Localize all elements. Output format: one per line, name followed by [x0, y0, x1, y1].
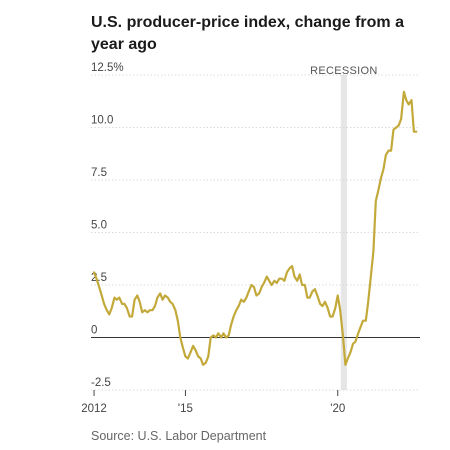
y-tick-labels: 12.5%10.07.55.02.50-2.5: [91, 62, 124, 389]
series-line: [92, 90, 418, 366]
gridlines: [91, 74, 420, 391]
x-tick-label: '15: [178, 403, 193, 415]
y-tick-label: -2.5: [91, 377, 111, 389]
y-tick-label: 12.5%: [91, 62, 124, 74]
x-tick-label: '20: [330, 403, 345, 415]
chart-title: U.S. producer-price index, change from a…: [91, 14, 404, 53]
y-tick-label: 7.5: [91, 167, 107, 179]
y-tick-label: 0: [91, 325, 97, 337]
source-note: Source: U.S. Labor Department: [91, 429, 267, 443]
series-layer: [92, 90, 418, 366]
x-tick-label: 2012: [81, 403, 107, 415]
y-tick-label: 5.0: [91, 220, 107, 232]
x-tick-labels: 2012 '15 '20: [81, 390, 345, 415]
recession-label: RECESSION: [310, 65, 378, 77]
y-tick-label: 10.0: [91, 115, 113, 127]
